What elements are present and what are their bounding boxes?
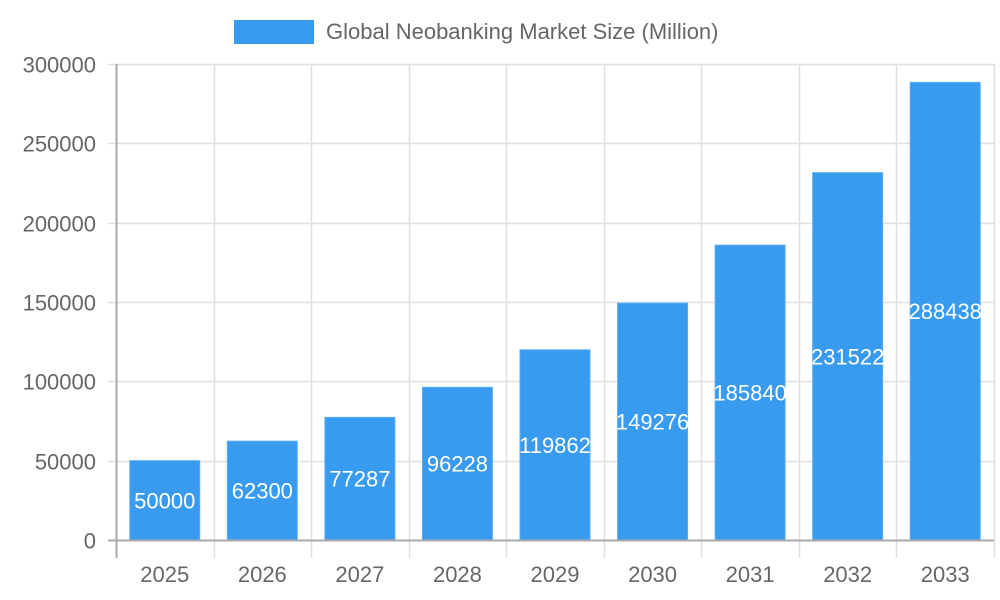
- y-tick-label: 300000: [23, 53, 96, 78]
- y-tick-label: 150000: [23, 291, 96, 316]
- x-tick-label: 2031: [726, 562, 775, 587]
- data-label: 185840: [713, 381, 786, 406]
- y-tick-label: 0: [84, 529, 96, 554]
- legend-swatch: [234, 20, 314, 44]
- chart-legend[interactable]: Global Neobanking Market Size (Million): [234, 19, 719, 45]
- bar-2025[interactable]: [129, 460, 201, 541]
- bar-2033[interactable]: [909, 81, 981, 541]
- data-label: 149276: [616, 410, 689, 435]
- y-tick-label: 100000: [23, 370, 96, 395]
- legend-label: Global Neobanking Market Size (Million): [326, 19, 719, 44]
- data-label: 119862: [519, 433, 591, 458]
- x-tick-label: 2027: [335, 562, 384, 587]
- x-tick-label: 2030: [628, 562, 677, 587]
- bars: [129, 81, 981, 541]
- y-tick-label: 200000: [23, 212, 96, 237]
- x-tick-label: 2025: [140, 562, 189, 587]
- data-label: 96228: [427, 452, 488, 477]
- x-tick-label: 2033: [921, 562, 970, 587]
- data-label: 50000: [134, 488, 195, 513]
- bar-2028[interactable]: [421, 386, 493, 541]
- x-tick-label: 2028: [433, 562, 482, 587]
- y-axis-labels: 0 50000 100000 150000 200000 250000 300000: [23, 53, 96, 554]
- y-tick-label: 50000: [35, 450, 96, 475]
- bar-2032[interactable]: [812, 172, 884, 541]
- bar-2031[interactable]: [714, 244, 786, 541]
- x-axis-labels: 2025 2026 2027 2028 2029 2030 2031 2032 2033: [140, 562, 969, 587]
- x-tick-label: 2029: [531, 562, 580, 587]
- bar-2027[interactable]: [324, 416, 396, 541]
- y-tick-label: 250000: [23, 132, 96, 157]
- x-tick-label: 2026: [238, 562, 287, 587]
- data-label: 231522: [811, 344, 884, 369]
- x-tick-label: 2032: [823, 562, 872, 587]
- data-label: 77287: [329, 467, 390, 492]
- axes: [108, 64, 994, 558]
- bar-2029[interactable]: [519, 349, 591, 541]
- data-label: 288438: [909, 299, 982, 324]
- bar-2026[interactable]: [226, 440, 298, 541]
- data-labels: 50000 62300 77287 96228 119862 149276 185840 23…: [134, 299, 982, 513]
- data-label: 62300: [232, 479, 293, 504]
